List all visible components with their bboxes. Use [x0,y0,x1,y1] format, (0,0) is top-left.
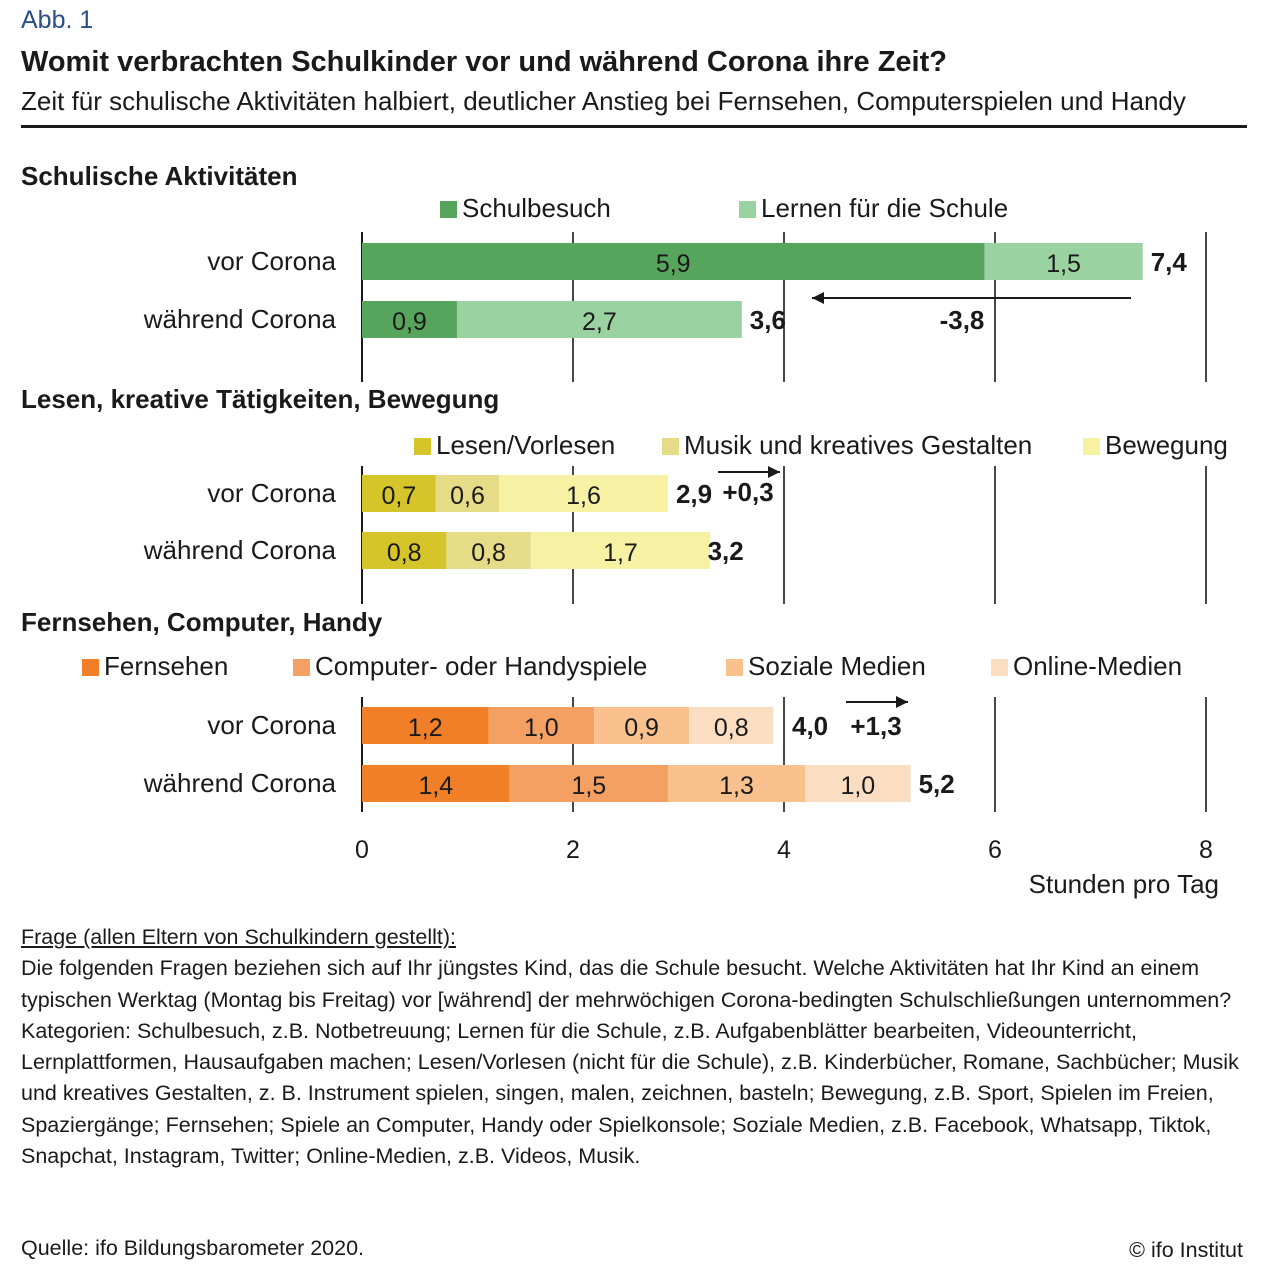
segment-value-label: 1,2 [408,714,443,742]
segment-value-label: 1,6 [566,482,601,510]
total-label: 5,2 [919,769,955,799]
bar-segment [362,765,510,802]
legend-swatch [1083,438,1100,455]
x-tick-label: 8 [1199,836,1213,864]
chart-labels: Schulische Aktivitäten Schulbesuch Lernen … [21,161,1228,899]
row-label: vor Corona [207,478,336,508]
bar-segment [362,532,447,569]
row-label: während Corona [143,304,337,334]
bar-segment [362,243,985,280]
total-label: 4,0 [792,711,828,741]
row-label: während Corona [143,535,337,565]
chart-subtitle: Zeit für schulische Aktivitäten halbiert… [21,86,1186,116]
legend-label: Musik und kreatives Gestalten [684,430,1032,460]
legend-swatch [440,201,457,218]
bar-segment [667,765,806,802]
bar-segment [362,301,457,338]
legend-swatch [739,201,756,218]
total-label: 3,6 [750,305,786,335]
copyright: © ifo Institut [1129,1238,1243,1262]
change-label: +1,3 [850,711,901,741]
bars [82,201,1143,802]
segment-value-label: 1,0 [524,714,559,742]
legend-label: Online-Medien [1013,651,1182,681]
chart-title: Womit verbrachten Schulkinder vor und wä… [21,46,947,78]
change-label: +0,3 [722,477,773,507]
segment-value-label: 0,6 [450,482,485,510]
legend-label: Computer- oder Handyspiele [315,651,647,681]
legend-swatch [662,438,679,455]
legend-label: Fernsehen [104,651,228,681]
legend-swatch [414,438,431,455]
bar-segment [509,765,668,802]
segment-value-label: 0,8 [714,714,749,742]
bar-segment [984,243,1143,280]
group-title: Lesen, kreative Tätigkeiten, Bewegung [21,384,499,414]
segment-value-label: 1,3 [719,772,754,800]
segment-value-label: 0,9 [392,308,427,336]
x-axis-title: Stunden pro Tag [1029,869,1219,899]
bar-segment [488,707,595,744]
total-label: 2,9 [676,479,712,509]
legend-label: Bewegung [1105,430,1228,460]
bar-segment [456,301,742,338]
bar-segment [594,707,690,744]
bar-segment [362,707,489,744]
stacked-bar-chart: Schulische Aktivitäten Schulbesuch Lernen … [21,161,1228,899]
legend-label: Schulbesuch [462,193,611,223]
bar-segment [805,765,911,802]
notes: Frage (allen Eltern von Schulkindern ges… [21,922,1251,1172]
figure-label: Abb. 1 [21,6,94,34]
legend-swatch [293,659,310,676]
segment-value-label: 0,7 [382,482,417,510]
segment-value-label: 1,4 [418,772,453,800]
x-tick-label: 0 [355,836,369,864]
total-label: 3,2 [708,536,744,566]
change-arrow-head [768,466,780,478]
legend-label: Lesen/Vorlesen [436,430,615,460]
row-label: während Corona [143,768,337,798]
group-title: Fernsehen, Computer, Handy [21,607,383,637]
bar-segment [446,532,531,569]
segment-value-label: 5,9 [656,250,691,278]
header-divider [21,125,1247,128]
change-arrow-head [812,292,824,304]
bar-segment [362,475,436,512]
categories-text: Kategorien: Schulbesuch, z.B. Notbetreuu… [21,1018,1239,1169]
x-tick-label: 2 [566,836,580,864]
x-tick-label: 4 [777,836,791,864]
change-arrow-head [896,696,908,708]
total-label: 7,4 [1151,247,1188,277]
question-text: Die folgenden Fragen beziehen sich auf I… [21,956,1232,1012]
bar-segment [499,475,668,512]
source-note: Quelle: ifo Bildungsbarometer 2020. [21,1236,365,1260]
legend-swatch [991,659,1008,676]
segment-value-label: 1,5 [1046,250,1081,278]
row-label: vor Corona [207,710,336,740]
legend-swatch [726,659,743,676]
group-title: Schulische Aktivitäten [21,161,297,191]
segment-value-label: 0,9 [624,714,659,742]
segment-value-label: 2,7 [582,308,617,336]
segment-value-label: 1,0 [840,772,875,800]
segment-value-label: 0,8 [387,539,422,567]
x-tick-label: 6 [988,836,1002,864]
legend-label: Soziale Medien [748,651,926,681]
row-label: vor Corona [207,246,336,276]
legend-label: Lernen für die Schule [761,193,1008,223]
bar-segment [435,475,500,512]
bar-segment [689,707,774,744]
question-heading: Frage (allen Eltern von Schulkindern ges… [21,925,456,949]
segment-value-label: 1,5 [571,772,606,800]
change-label: -3,8 [940,305,985,335]
segment-value-label: 0,8 [471,539,506,567]
legend-swatch [82,659,99,676]
segment-value-label: 1,7 [603,539,638,567]
bar-segment [530,532,711,569]
